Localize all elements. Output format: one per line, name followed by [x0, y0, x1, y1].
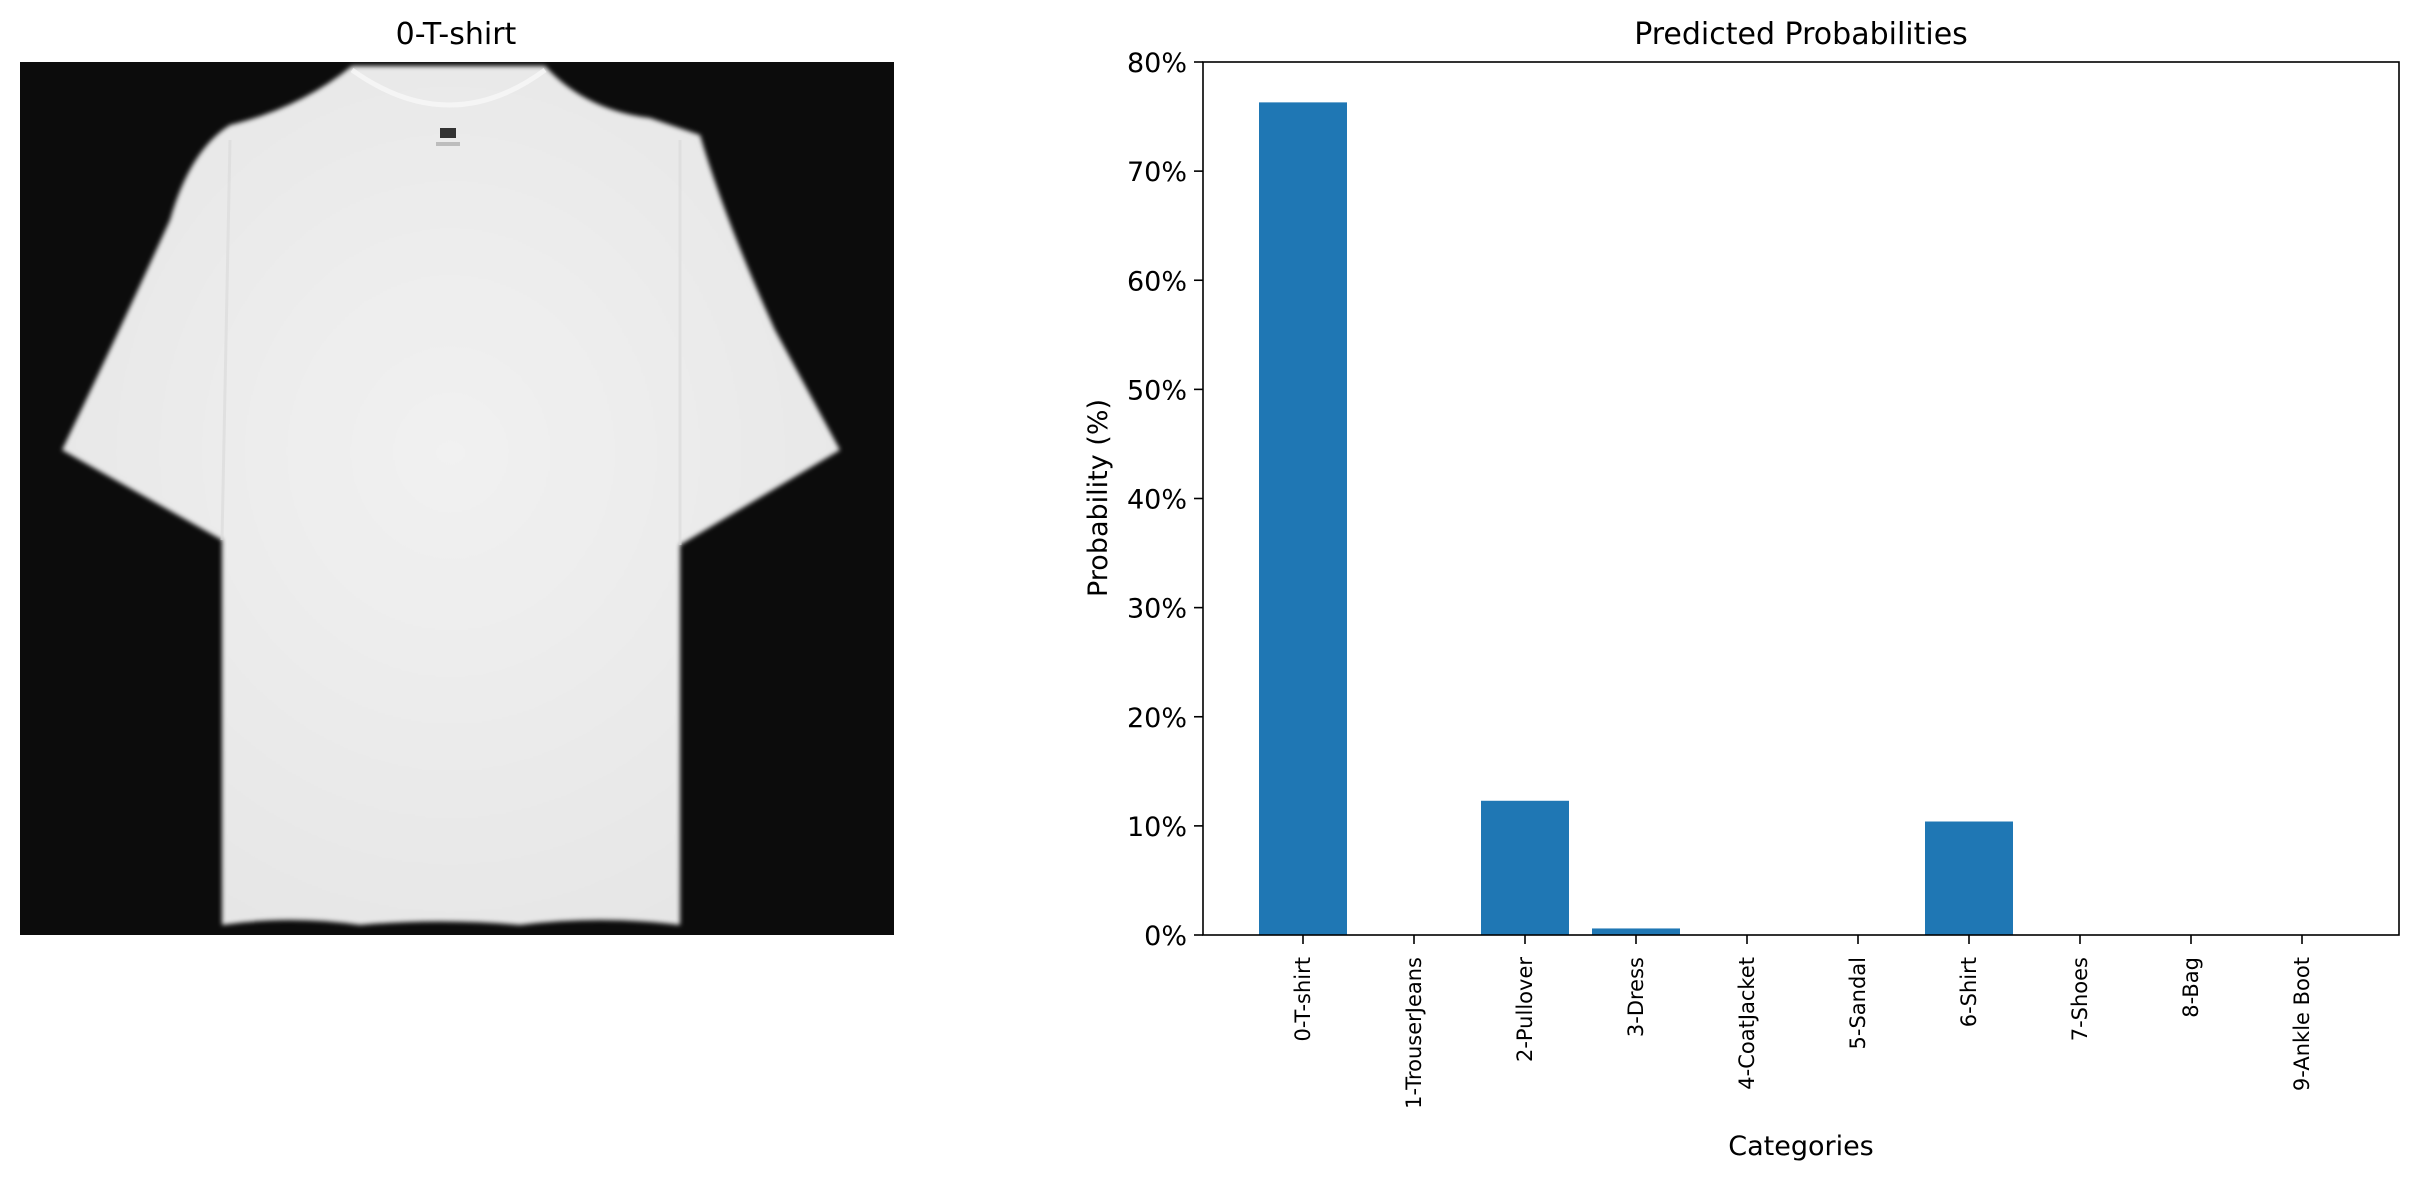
x-tick-label: 2-Pullover	[1513, 957, 1537, 1062]
y-tick-label: 20%	[1127, 703, 1187, 734]
x-axis: 0-T-shirt 1-TrouserJeans 2-Pullover 3-Dress…	[1291, 935, 2314, 1109]
x-tick-label: 6-Shirt	[1957, 957, 1981, 1027]
x-tick-label: 7-Shoes	[2068, 957, 2092, 1041]
y-tick-label: 60%	[1127, 266, 1187, 297]
bar-3-dress	[1592, 928, 1680, 935]
image-panel: 0-T-shirt	[20, 17, 894, 935]
y-tick-label: 30%	[1127, 594, 1187, 625]
y-axis: 0% 10% 20% 30% 40% 50% 60% 70% 80%	[1127, 48, 1203, 952]
x-tick-label: 9-Ankle Boot	[2290, 957, 2314, 1091]
x-tick-label: 1-TrouserJeans	[1402, 957, 1426, 1109]
x-axis-label: Categories	[1728, 1131, 1874, 1162]
chart-title: Predicted Probabilities	[1634, 17, 1968, 52]
bar-6-shirt	[1925, 821, 2013, 935]
bar-0-t-shirt	[1259, 102, 1347, 936]
x-tick-label: 0-T-shirt	[1291, 957, 1315, 1041]
y-tick-label: 10%	[1127, 812, 1187, 843]
x-tick-label: 4-CoatJacket	[1735, 957, 1759, 1090]
y-tick-label: 80%	[1127, 48, 1187, 79]
y-tick-label: 70%	[1127, 157, 1187, 188]
x-tick-label: 5-Sandal	[1846, 957, 1870, 1049]
y-tick-label: 0%	[1144, 921, 1187, 952]
y-tick-label: 50%	[1127, 375, 1187, 406]
y-tick-label: 40%	[1127, 485, 1187, 516]
y-axis-label: Probability (%)	[1083, 399, 1114, 597]
bars-group	[1259, 102, 2013, 936]
image-title: 0-T-shirt	[396, 17, 517, 52]
plot-frame	[1202, 61, 2400, 936]
x-tick-label: 8-Bag	[2179, 957, 2203, 1018]
x-tick-label: 3-Dress	[1624, 957, 1648, 1037]
bar-chart: Predicted Probabilities 0% 10% 20% 30% 40% 50…	[1083, 17, 2400, 1162]
bar-2-pullover	[1481, 800, 1569, 935]
tshirt-image	[20, 62, 894, 935]
